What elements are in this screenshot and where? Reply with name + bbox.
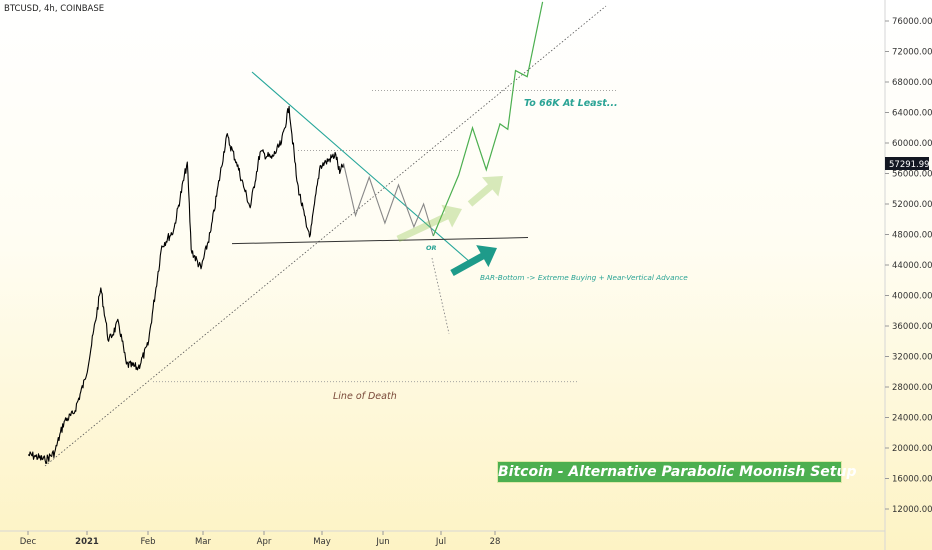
chart-title: Bitcoin - Alternative Parabolic Moonish … — [497, 461, 856, 483]
projection-arrows — [396, 176, 503, 277]
y-tick-label: 28000.00 — [892, 383, 932, 393]
current-price-tag-bg — [885, 157, 929, 170]
price-series-line — [28, 105, 345, 465]
y-tick-label: 68000.00 — [892, 78, 932, 88]
target-annotation: To 66K At Least... — [524, 98, 618, 109]
trendlines — [44, 5, 616, 467]
price-line — [28, 105, 345, 465]
y-tick-label: 60000.00 — [892, 139, 932, 149]
y-tick-label: 32000.00 — [892, 353, 932, 363]
y-axis: 76000.00 72000.00 68000.00 64000.00 60000.00… — [884, 0, 932, 550]
current-price-tag: 57291.99 — [885, 157, 930, 170]
y-tick-label: 40000.00 — [892, 292, 932, 302]
teal-arrow — [450, 245, 497, 277]
breakdown-path — [431, 257, 450, 334]
projection-path — [343, 1, 544, 237]
y-tick-label: 72000.00 — [892, 48, 932, 58]
x-tick-label: 28 — [490, 537, 501, 547]
light-arrow-1 — [396, 204, 462, 243]
x-tick-label: Jul — [435, 537, 446, 547]
line-of-death-annotation: Line of Death — [333, 391, 397, 402]
y-tick-label: 64000.00 — [892, 109, 932, 119]
y-tick-label: 44000.00 — [892, 261, 932, 271]
x-axis: Dec 2021 Feb Mar Apr May Jun Jul 28 — [0, 530, 885, 547]
y-tick-label: 20000.00 — [892, 444, 932, 454]
y-tick-label: 12000.00 — [892, 505, 932, 515]
y-tick-label: 36000.00 — [892, 322, 932, 332]
descending-resistance-line — [251, 71, 471, 263]
y-tick-label: 24000.00 — [892, 414, 932, 424]
x-tick-label: Apr — [257, 537, 272, 547]
or-annotation: OR — [426, 244, 437, 252]
x-tick-label: Feb — [140, 537, 155, 547]
ticker-label: BTCUSD, 4h, COINBASE — [4, 4, 105, 14]
x-tick-label: 2021 — [75, 537, 99, 547]
x-tick-label: May — [313, 537, 331, 547]
y-tick-label: 76000.00 — [892, 17, 932, 27]
x-tick-label: Jun — [375, 537, 389, 547]
x-tick-label: Dec — [20, 537, 37, 547]
y-tick-label: 16000.00 — [892, 475, 932, 485]
support-line — [231, 237, 529, 245]
current-price-label: 57291.99 — [889, 160, 930, 170]
projection-zigzag — [343, 163, 434, 237]
projection-advance — [432, 1, 544, 237]
y-tick-label: 48000.00 — [892, 231, 932, 241]
y-tick-label: 56000.00 — [892, 170, 932, 180]
light-arrow-2 — [467, 176, 503, 207]
bar-bottom-annotation: BAR-Bottom -> Extreme Buying + Near-Vert… — [480, 273, 688, 282]
x-tick-label: Mar — [195, 537, 212, 547]
rising-support-line — [44, 5, 607, 467]
y-tick-label: 52000.00 — [892, 200, 932, 210]
chart-annotations: To 66K At Least... OR BAR-Bottom -> Extr… — [333, 98, 688, 402]
